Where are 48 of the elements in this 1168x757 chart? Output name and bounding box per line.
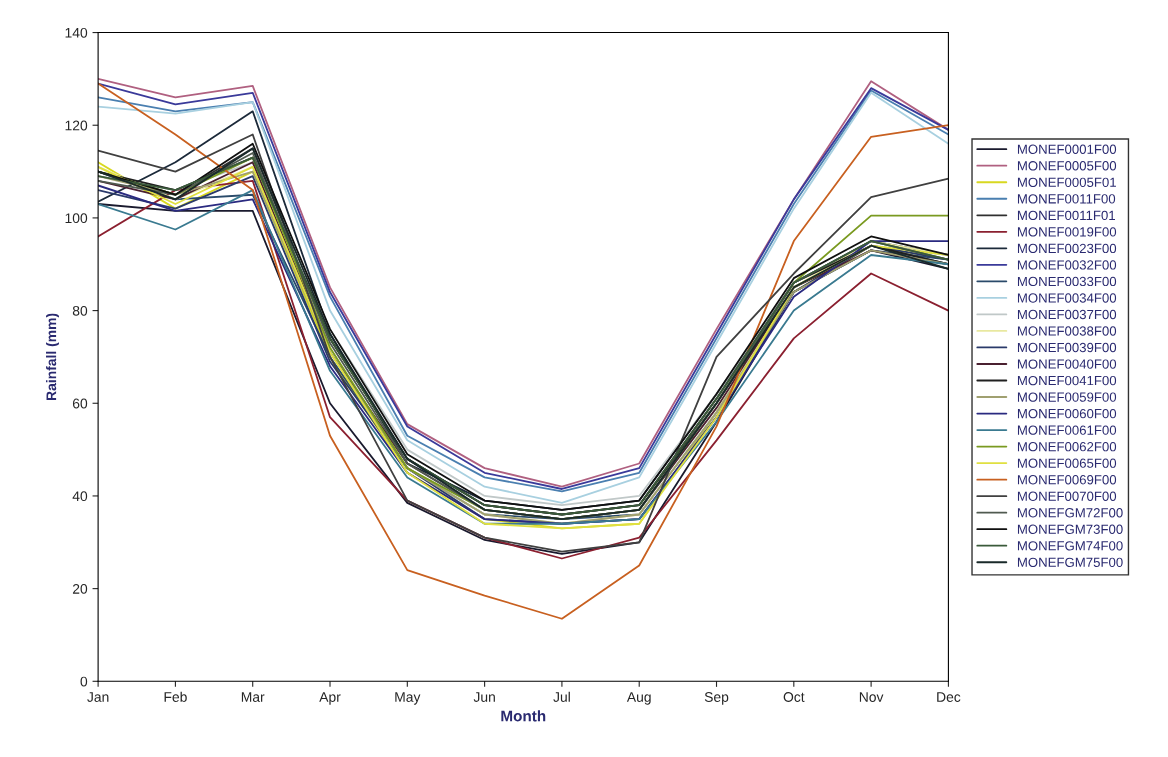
legend-label: MONEFGM72F00 xyxy=(1017,508,1123,518)
y-tick-label: 80 xyxy=(72,305,88,316)
y-tick-label: 100 xyxy=(65,213,88,224)
x-tick-label: May xyxy=(395,692,421,705)
legend-label: MONEF0034F00 xyxy=(1017,293,1117,303)
x-axis-title: Month xyxy=(501,710,546,722)
legend-label: MONEF0038F00 xyxy=(1017,326,1117,336)
legend-label: MONEF0039F00 xyxy=(1017,342,1117,353)
x-tick-label: Dec xyxy=(937,692,961,702)
legend-label: MONEF0032F00 xyxy=(1017,260,1117,270)
legend-label: MONEF0069F00 xyxy=(1017,475,1117,485)
x-tick-label: Sep xyxy=(704,692,729,705)
x-tick-label: Jan xyxy=(87,692,109,702)
x-tick-label: Aug xyxy=(626,692,651,705)
x-tick-label: Apr xyxy=(319,692,341,705)
y-tick-label: 60 xyxy=(72,398,88,409)
x-tick-label: Oct xyxy=(783,692,805,702)
x-tick-label: Nov xyxy=(859,692,884,702)
legend-label: MONEF0037F00 xyxy=(1017,309,1117,320)
legend-label: MONEF0005F00 xyxy=(1017,161,1117,171)
legend-label: MONEFGM73F00 xyxy=(1017,524,1123,534)
x-tick-label: Feb xyxy=(164,691,187,702)
legend-label: MONEF0062F00 xyxy=(1017,441,1117,452)
y-tick-label: 0 xyxy=(80,676,88,687)
y-tick-label: 40 xyxy=(72,491,88,502)
legend-label: MONEF0041F00 xyxy=(1017,375,1117,386)
legend-label: MONEF0059F00 xyxy=(1017,392,1117,402)
y-tick-label: 120 xyxy=(65,120,88,131)
legend-label: MONEF0061F00 xyxy=(1017,425,1117,435)
legend-label: MONEF0033F00 xyxy=(1017,276,1117,287)
legend-label: MONEF0019F00 xyxy=(1017,227,1117,237)
x-tick-label: Mar xyxy=(241,692,265,702)
legend-label: MONEF0023F00 xyxy=(1017,243,1117,254)
legend-label: MONEF0005F01 xyxy=(1017,177,1116,187)
legend-label: MONEF0065F00 xyxy=(1017,458,1117,468)
legend-label: MONEF0060F00 xyxy=(1017,408,1117,419)
y-axis-title: Rainfall (mm) xyxy=(46,313,59,400)
x-tick-label: Jul xyxy=(553,691,570,702)
y-tick-label: 20 xyxy=(72,583,88,594)
legend-label: MONEF0040F00 xyxy=(1017,359,1117,369)
legend-label: MONEF0001F00 xyxy=(1017,144,1117,154)
legend-label: MONEF0011F00 xyxy=(1017,194,1116,204)
legend-label: MONEF0070F00 xyxy=(1017,491,1117,501)
legend-label: MONEFGM74F00 xyxy=(1017,541,1123,551)
legend-label: MONEFGM75F00 xyxy=(1017,557,1123,567)
legend-label: MONEF0011F01 xyxy=(1017,210,1115,221)
y-tick-label: 140 xyxy=(65,27,88,38)
x-tick-label: Jun xyxy=(473,692,495,702)
